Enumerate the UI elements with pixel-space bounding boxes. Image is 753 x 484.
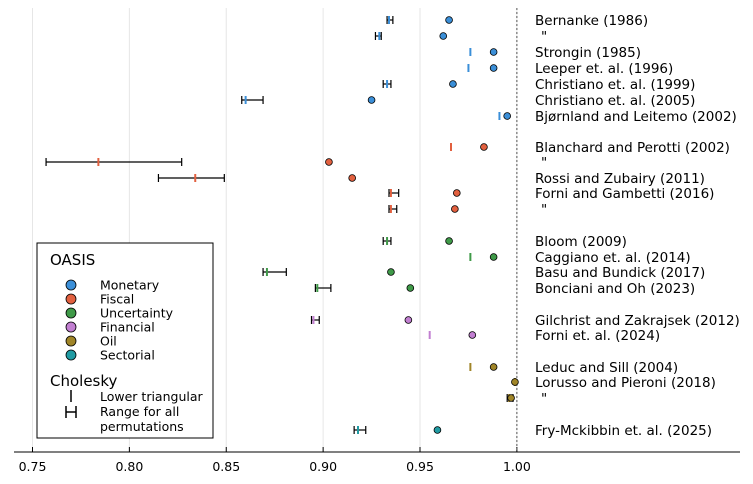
x-tick-label: 0.75 (19, 459, 47, 474)
oasis-point (445, 237, 453, 245)
oasis-point (445, 16, 453, 24)
oasis-point (503, 112, 511, 120)
oasis-point (489, 64, 498, 72)
legend-swatch-oil (65, 335, 77, 347)
oasis-point (453, 189, 461, 197)
row-label: Forni and Gambetti (2016) (535, 186, 714, 202)
oasis-point (507, 394, 515, 402)
x-tick-label: 1.00 (503, 459, 531, 474)
oasis-point (404, 316, 413, 324)
oasis-point (406, 284, 415, 292)
legend-swatch-fiscal (65, 293, 77, 305)
row-label: Bernanke (1986) (535, 13, 648, 29)
legend-range-marker (65, 406, 77, 418)
row-label: Strongin (1985) (535, 45, 641, 61)
row-label: Gilchrist and Zakrajsek (2012) (535, 313, 740, 329)
legend-label-financial: Financial (100, 320, 155, 335)
x-axis: 0.75 0.80 0.85 0.90 0.95 1.00 (14, 447, 740, 474)
legend-label-sectorial: Sectorial (100, 348, 155, 363)
oasis-point (325, 158, 333, 166)
oasis-point (511, 378, 519, 386)
x-tick-label: 0.95 (406, 459, 434, 474)
legend-label-fiscal: Fiscal (100, 292, 134, 307)
row-label: " (541, 29, 547, 45)
legend-swatch-sectorial (65, 349, 77, 361)
row-label: Fry-Mckibbin et. al. (2025) (535, 423, 712, 439)
row-label: Leeper et. al. (1996) (535, 61, 673, 77)
legend-label-oil: Oil (100, 334, 117, 349)
legend-swatch-uncertainty (65, 307, 77, 319)
legend-range-label-2: permutations (100, 419, 184, 434)
legend-label-uncertainty: Uncertainty (100, 306, 174, 321)
oasis-point (433, 426, 442, 434)
row-label: Bjørnland and Leitemo (2002) (535, 109, 737, 125)
oasis-point (468, 331, 477, 339)
oasis-point (489, 253, 498, 261)
row-label: " (541, 155, 547, 171)
row-label: Forni et. al. (2024) (535, 328, 660, 344)
row-label: Christiano et. al. (1999) (535, 77, 695, 93)
x-tick-label: 0.85 (212, 459, 240, 474)
oasis-point (449, 80, 457, 88)
row-label: Bonciani and Oh (2023) (535, 281, 695, 297)
row-label: Basu and Bundick (2017) (535, 265, 705, 281)
row-label: Blanchard and Perotti (2002) (535, 140, 730, 156)
row-label: " (541, 202, 547, 218)
legend-oasis-title: OASIS (50, 251, 95, 269)
row-label: Bloom (2009) (535, 234, 627, 250)
legend-range-label: Range for all (100, 404, 179, 419)
legend-lower-triangular-label: Lower triangular (100, 389, 204, 404)
oasis-point (480, 143, 488, 151)
oasis-point (387, 268, 395, 276)
legend-cholesky-title: Cholesky (50, 372, 118, 390)
oasis-point (489, 363, 498, 371)
legend-swatch-financial (65, 321, 77, 333)
legend-swatch-monetary (65, 279, 77, 291)
row-label: Caggiano et. al. (2014) (535, 250, 691, 266)
oasis-point (489, 48, 498, 56)
row-label: " (541, 391, 547, 407)
row-label: Rossi and Zubairy (2011) (535, 171, 705, 187)
oasis-point (451, 205, 459, 213)
x-tick-label: 0.90 (309, 459, 337, 474)
row-labels: Bernanke (1986)"Strongin (1985)Leeper et… (535, 13, 740, 439)
oasis-point (439, 32, 448, 40)
row-label: Leduc and Sill (2004) (535, 360, 678, 376)
data-marks (45, 16, 519, 434)
row-label: Lorusso and Pieroni (2018) (535, 375, 716, 391)
row-label: Christiano et. al. (2005) (535, 93, 695, 109)
oasis-point (367, 96, 376, 104)
legend-label-monetary: Monetary (100, 278, 160, 293)
oasis-point (348, 174, 356, 182)
legend: OASIS MonetaryFiscalUncertaintyFinancial… (36, 242, 214, 439)
x-tick-label: 0.80 (115, 459, 143, 474)
